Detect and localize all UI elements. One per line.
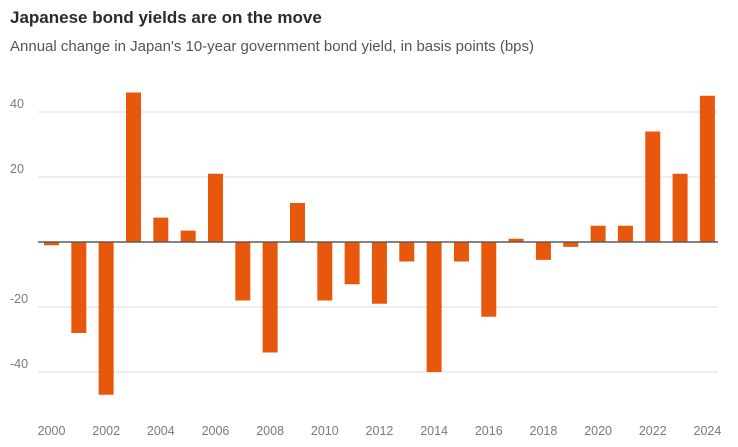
bar-2013: [399, 242, 415, 262]
bar-2024: [699, 95, 715, 242]
bar-2015: [453, 242, 469, 262]
bar-2007: [235, 242, 251, 301]
x-tick-label: 2008: [256, 424, 284, 438]
bar-2022: [645, 131, 661, 242]
y-tick-label: 40: [10, 97, 24, 111]
bar-2003: [125, 92, 141, 242]
x-tick-label: 2024: [694, 424, 722, 438]
bar-2001: [71, 242, 87, 333]
bar-2006: [207, 173, 223, 242]
x-tick-label: 2006: [202, 424, 230, 438]
x-tick-label: 2016: [475, 424, 503, 438]
bar-2004: [153, 217, 169, 242]
x-tick-label: 2004: [147, 424, 175, 438]
x-tick-label: 2018: [530, 424, 558, 438]
bar-2002: [98, 242, 114, 395]
bar-2010: [317, 242, 333, 301]
bar-2023: [672, 173, 688, 242]
y-tick-label: 20: [10, 162, 24, 176]
bar-2014: [426, 242, 442, 372]
x-tick-label: 2014: [420, 424, 448, 438]
x-tick-label: 2002: [92, 424, 120, 438]
chart-title: Japanese bond yields are on the move: [10, 8, 322, 27]
y-tick-label: -40: [10, 357, 28, 371]
bar-2009: [289, 203, 305, 242]
bar-2021: [617, 225, 633, 242]
x-tick-label: 2000: [38, 424, 66, 438]
y-tick-label: -20: [10, 292, 28, 306]
bar-2000: [44, 242, 59, 246]
bar-2005: [180, 230, 196, 242]
bar-2017: [508, 238, 524, 242]
x-tick-label: 2022: [639, 424, 667, 438]
bar-2019: [563, 242, 579, 247]
x-tick-label: 2020: [584, 424, 612, 438]
bar-2008: [262, 242, 278, 353]
bar-2016: [481, 242, 497, 317]
chart-subtitle: Annual change in Japan's 10-year governm…: [10, 38, 535, 55]
bar-2020: [590, 225, 606, 242]
bar-2012: [371, 242, 387, 304]
bar-2018: [535, 242, 551, 260]
bar-2011: [344, 242, 360, 285]
x-tick-label: 2012: [366, 424, 394, 438]
x-tick-label: 2010: [311, 424, 339, 438]
